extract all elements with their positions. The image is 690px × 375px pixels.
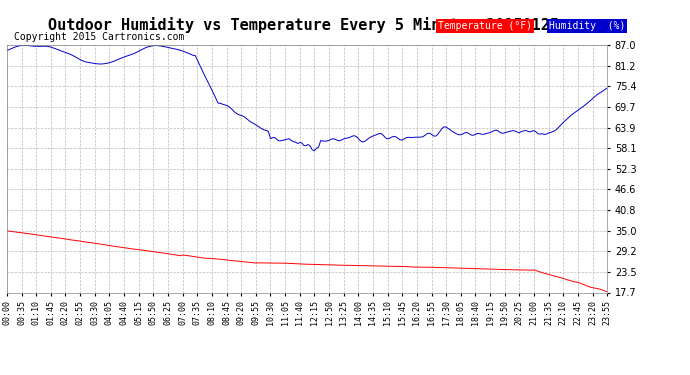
Text: Outdoor Humidity vs Temperature Every 5 Minutes 20150125: Outdoor Humidity vs Temperature Every 5 … <box>48 17 559 33</box>
Text: Temperature (°F): Temperature (°F) <box>438 21 532 31</box>
Text: Copyright 2015 Cartronics.com: Copyright 2015 Cartronics.com <box>14 32 184 42</box>
Text: Humidity  (%): Humidity (%) <box>549 21 625 31</box>
